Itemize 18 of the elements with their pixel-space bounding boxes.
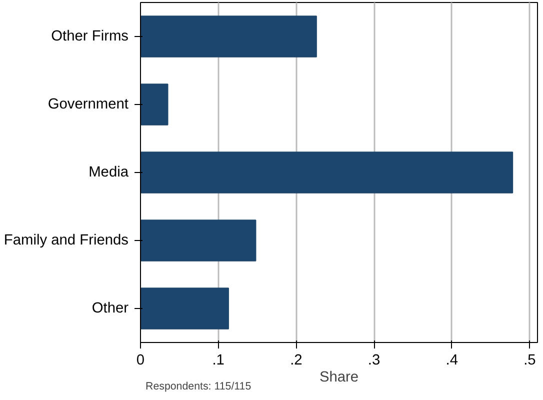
x-tick-label: .2: [290, 352, 302, 368]
y-tick-label: Media: [88, 164, 130, 180]
y-tick-label: Government: [48, 96, 129, 112]
x-tick-label: .1: [212, 352, 224, 368]
y-tick-label: Other Firms: [51, 28, 129, 44]
bar: [140, 16, 317, 58]
y-tick-label: Other: [92, 300, 129, 316]
x-tick-label: .4: [446, 352, 458, 368]
bar: [140, 288, 229, 330]
x-axis-title: Share: [319, 370, 359, 386]
bar: [140, 220, 256, 262]
y-tick-label: Family and Friends: [4, 232, 129, 248]
x-tick-label: .5: [524, 352, 536, 368]
bar: [140, 152, 514, 194]
bar: [140, 84, 168, 126]
x-tick-label: 0: [136, 352, 145, 368]
text: Respondents: 115/115: [146, 380, 252, 392]
x-tick-label: .3: [368, 352, 380, 368]
